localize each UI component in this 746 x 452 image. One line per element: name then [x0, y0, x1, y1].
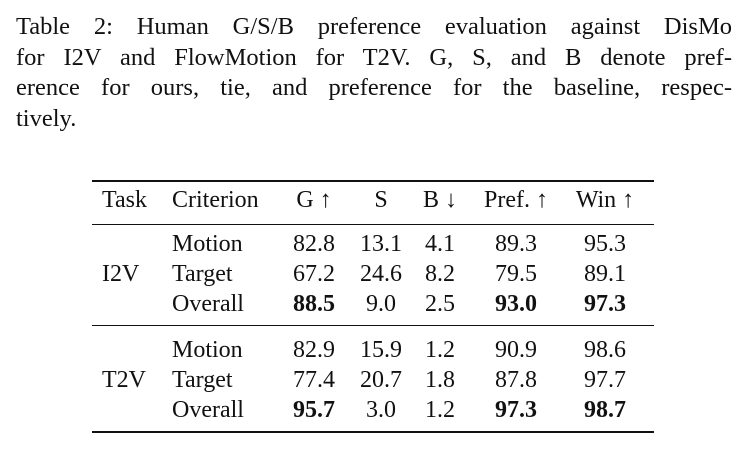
value-cell: 1.8 [425, 367, 455, 393]
header-cell: Criterion [172, 187, 259, 213]
table-bottom-rule [92, 431, 654, 433]
value-cell: 87.8 [495, 367, 537, 393]
value-cell: 13.1 [360, 231, 402, 257]
value-cell: 4.1 [425, 231, 455, 257]
value-cell: 93.0 [495, 291, 537, 317]
header-cell: G ↑ [296, 187, 332, 213]
value-cell: 88.5 [293, 291, 335, 317]
value-cell: 15.9 [360, 337, 402, 363]
value-cell: 2.5 [425, 291, 455, 317]
value-cell: 89.1 [584, 261, 626, 287]
value-cell: 79.5 [495, 261, 537, 287]
value-cell: 90.9 [495, 337, 537, 363]
table-group-rule [92, 325, 654, 327]
caption-line: erence for ours, tie, and preference for… [16, 74, 732, 101]
task-label: T2V [102, 367, 146, 393]
value-cell: 95.7 [293, 397, 335, 423]
value-cell: 24.6 [360, 261, 402, 287]
criterion-cell: Motion [172, 231, 243, 257]
value-cell: 1.2 [425, 337, 455, 363]
value-cell: 95.3 [584, 231, 626, 257]
value-cell: 98.6 [584, 337, 626, 363]
caption-line: Table 2: Human G/S/B preference evaluati… [16, 13, 732, 40]
criterion-cell: Motion [172, 337, 243, 363]
criterion-cell: Overall [172, 397, 244, 423]
value-cell: 20.7 [360, 367, 402, 393]
value-cell: 97.3 [584, 291, 626, 317]
header-cell: Task [102, 187, 147, 213]
value-cell: 82.8 [293, 231, 335, 257]
caption-line: tively. [16, 104, 77, 132]
value-cell: 1.2 [425, 397, 455, 423]
header-cell: B ↓ [422, 187, 457, 213]
value-cell: 89.3 [495, 231, 537, 257]
caption-line: for I2V and FlowMotion for T2V. G, S, an… [16, 43, 732, 71]
value-cell: 67.2 [293, 261, 335, 287]
criterion-cell: Target [172, 261, 233, 287]
value-cell: 8.2 [425, 261, 455, 287]
value-cell: 97.7 [584, 367, 626, 393]
header-cell: S [374, 187, 388, 213]
value-cell: 3.0 [366, 397, 396, 423]
header-cell: Win ↑ [575, 187, 635, 213]
value-cell: 77.4 [293, 367, 335, 393]
criterion-cell: Overall [172, 291, 244, 317]
value-cell: 97.3 [495, 397, 537, 423]
criterion-cell: Target [172, 367, 233, 393]
table-caption: Table 2: Human G/S/B preference evaluati… [16, 12, 732, 134]
header-cell: Pref. ↑ [484, 187, 548, 213]
value-cell: 9.0 [366, 291, 396, 317]
value-cell: 82.9 [293, 337, 335, 363]
table-header-rule [92, 224, 654, 226]
table-top-rule [92, 180, 654, 182]
task-label: I2V [102, 261, 140, 287]
value-cell: 98.7 [584, 397, 626, 423]
